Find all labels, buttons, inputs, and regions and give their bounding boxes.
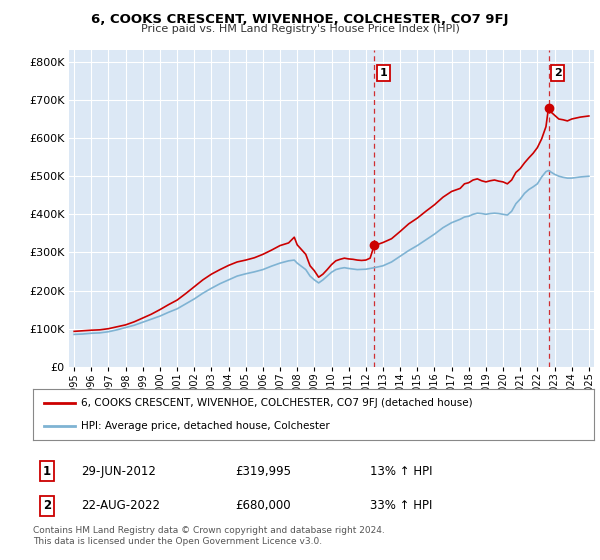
Text: 2: 2 — [554, 68, 562, 78]
Text: 1: 1 — [43, 465, 51, 478]
Text: £319,995: £319,995 — [235, 465, 291, 478]
Text: HPI: Average price, detached house, Colchester: HPI: Average price, detached house, Colc… — [80, 421, 329, 431]
Text: Contains HM Land Registry data © Crown copyright and database right 2024.
This d: Contains HM Land Registry data © Crown c… — [33, 526, 385, 546]
Text: 33% ↑ HPI: 33% ↑ HPI — [370, 500, 432, 512]
Text: 1: 1 — [380, 68, 387, 78]
Text: 2: 2 — [43, 500, 51, 512]
Text: 29-JUN-2012: 29-JUN-2012 — [80, 465, 155, 478]
Text: £680,000: £680,000 — [235, 500, 290, 512]
Text: Price paid vs. HM Land Registry's House Price Index (HPI): Price paid vs. HM Land Registry's House … — [140, 24, 460, 34]
Text: 6, COOKS CRESCENT, WIVENHOE, COLCHESTER, CO7 9FJ: 6, COOKS CRESCENT, WIVENHOE, COLCHESTER,… — [91, 13, 509, 26]
Text: 6, COOKS CRESCENT, WIVENHOE, COLCHESTER, CO7 9FJ (detached house): 6, COOKS CRESCENT, WIVENHOE, COLCHESTER,… — [80, 398, 472, 408]
Text: 13% ↑ HPI: 13% ↑ HPI — [370, 465, 432, 478]
Text: 22-AUG-2022: 22-AUG-2022 — [80, 500, 160, 512]
